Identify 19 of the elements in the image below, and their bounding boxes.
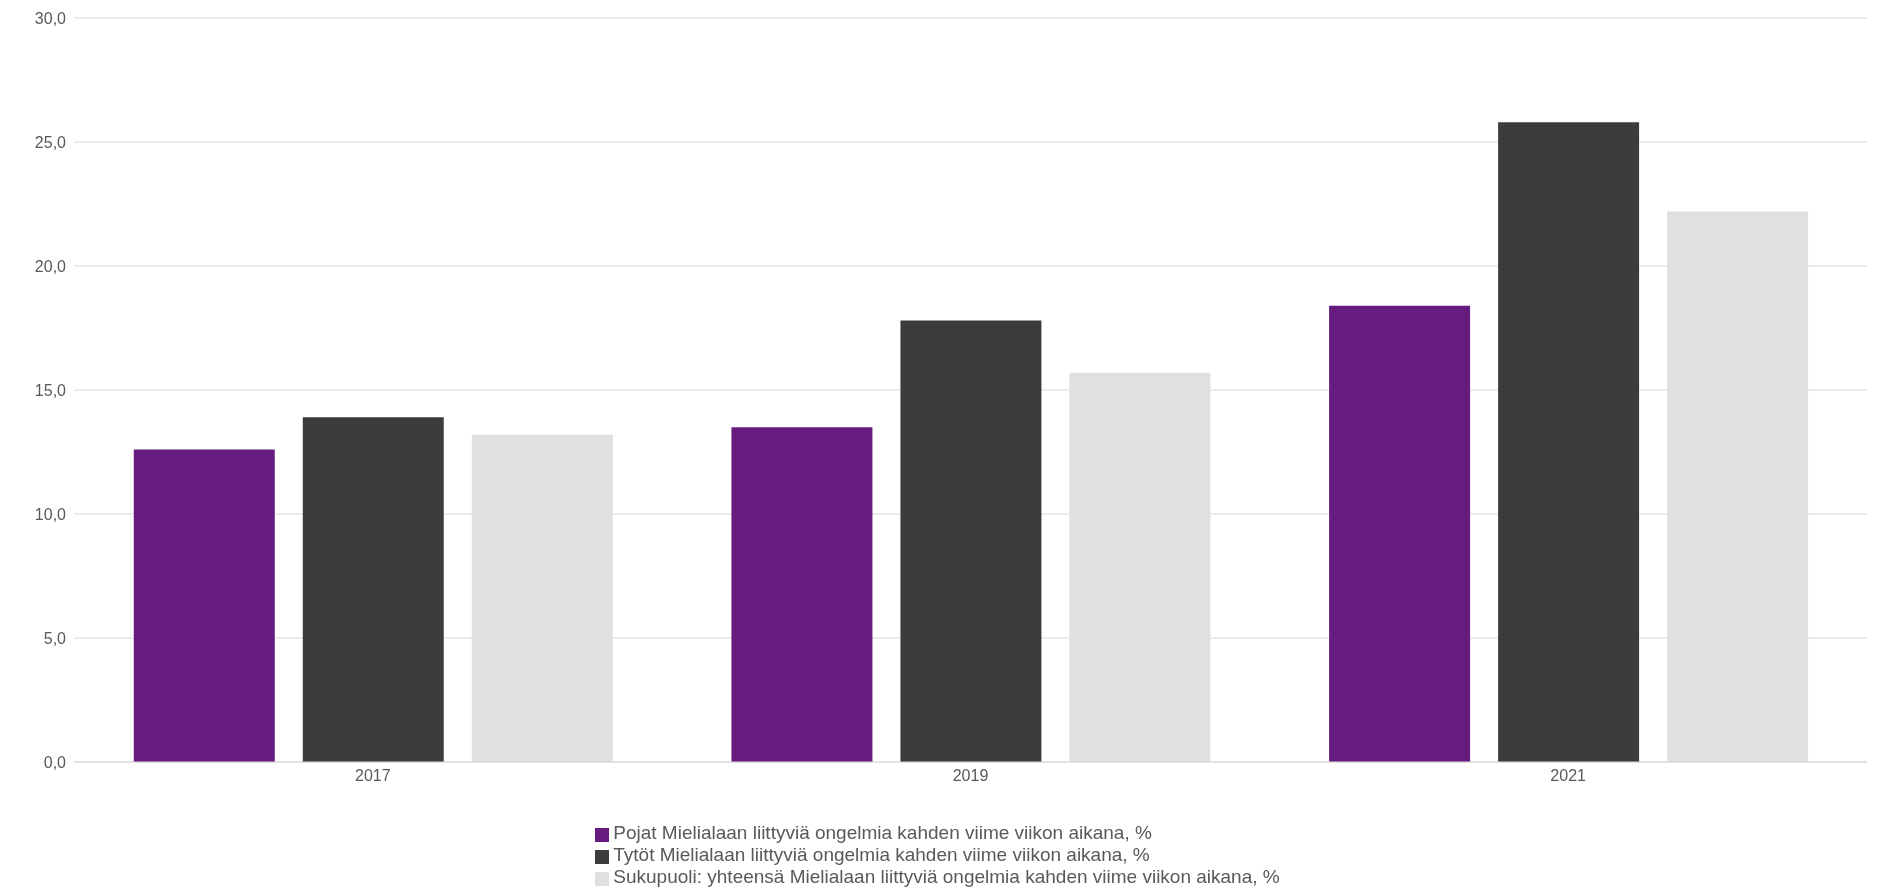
y-tick-label: 30,0: [34, 9, 67, 27]
y-tick-label: 25,0: [34, 133, 67, 151]
x-tick-label: 2021: [1550, 767, 1587, 785]
y-tick-label: 20,0: [34, 257, 67, 275]
bar: [731, 427, 873, 762]
bar: [302, 417, 444, 762]
bar: [900, 320, 1042, 762]
y-tick-label: 5,0: [43, 629, 67, 647]
bar: [1329, 305, 1471, 762]
x-tick-label: 2019: [952, 767, 989, 785]
bar: [1498, 122, 1640, 762]
bar: [133, 449, 275, 762]
legend-label: Tytöt Mielialaan liittyviä ongelmia kahden viime viikon aikana, %: [613, 844, 1150, 865]
y-tick-label: 0,0: [43, 753, 67, 771]
legend-label: Pojat Mielialaan liittyviä ongelmia kahden viime viikon aikana, %: [613, 822, 1152, 843]
legend-label: Sukupuoli: yhteensä Mielialaan liittyviä ongelmia kahden viime viikon aikana, %: [613, 866, 1280, 887]
x-tick-label: 2017: [355, 767, 391, 785]
y-tick-label: 15,0: [34, 381, 67, 399]
y-tick-label: 10,0: [34, 505, 67, 523]
